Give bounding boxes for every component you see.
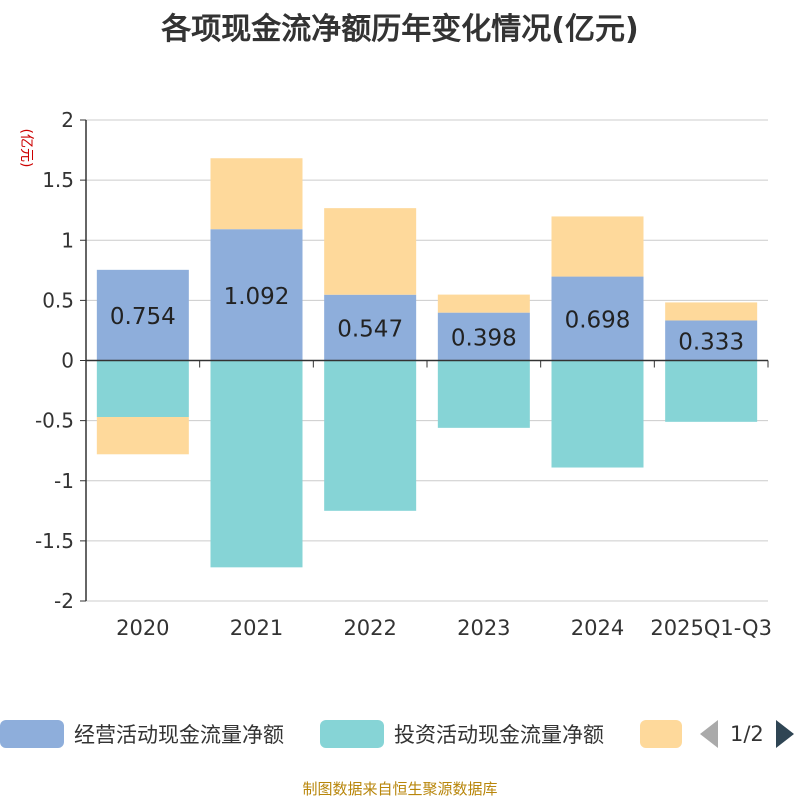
y-tick-label: 0.5: [42, 288, 74, 312]
legend-label-operating: 经营活动现金流量净额: [74, 723, 284, 747]
bar-financing-2024[interactable]: [551, 216, 644, 277]
y-tick-label: 2: [61, 108, 74, 132]
y-axis-unit-label: (亿元): [18, 129, 34, 168]
x-tick-label: 2024: [571, 616, 624, 640]
y-tick-label: 1.5: [42, 168, 74, 192]
chart-title: 各项现金流净额历年变化情况(亿元): [161, 12, 639, 47]
data-labels: 0.754 1.092 0.547 0.398 0.698 0.333: [110, 284, 744, 356]
y-tick-label: -1.5: [35, 529, 74, 553]
legend-item-investing[interactable]: 投资活动现金流量净额: [320, 716, 604, 752]
x-tick-label: 2022: [343, 616, 396, 640]
gridlines: [86, 119, 768, 602]
bar-investing-2021[interactable]: [210, 360, 303, 568]
legend-swatch-financing: [640, 720, 682, 748]
legend: 经营活动现金流量净额 投资活动现金流量净额 1/2: [0, 716, 800, 756]
bar-investing-2024[interactable]: [551, 360, 644, 468]
source-note: 制图数据来自恒生聚源数据库: [302, 780, 498, 798]
legend-item-operating[interactable]: 经营活动现金流量净额: [0, 716, 284, 752]
data-label-2023: 0.398: [451, 326, 517, 352]
legend-pager: 1/2: [700, 716, 794, 752]
data-label-2021: 1.092: [224, 284, 290, 310]
x-tick-label: 2020: [116, 616, 169, 640]
bar-operating-2022[interactable]: [324, 294, 417, 361]
bar-investing-2022[interactable]: [324, 360, 417, 511]
legend-item-financing[interactable]: [640, 716, 692, 752]
bar-operating-2025Q1-Q3[interactable]: [665, 320, 758, 361]
bar-operating-2023[interactable]: [437, 312, 530, 361]
axes: 2 1.5 1 0.5 0 -0.5 -1 -1.5 -2 2020 2021 2022 2023 202…: [35, 108, 772, 640]
bar-investing-2020[interactable]: [96, 360, 189, 418]
bar-financing-2022[interactable]: [324, 208, 417, 295]
bar-operating-2024[interactable]: [551, 276, 644, 361]
bars: [96, 158, 758, 568]
triangle-left-icon[interactable]: [700, 720, 718, 748]
y-tick-label: 1: [61, 228, 74, 252]
bar-investing-2023[interactable]: [437, 360, 530, 428]
legend-page-indicator: 1/2: [730, 722, 764, 746]
legend-swatch-operating: [0, 720, 64, 748]
bar-operating-2021[interactable]: [210, 229, 303, 361]
y-tick-label: 0: [61, 349, 74, 373]
x-tick-label: 2021: [230, 616, 283, 640]
data-label-2024: 0.698: [565, 308, 631, 334]
y-tick-label: -0.5: [35, 409, 74, 433]
bar-financing-2023[interactable]: [437, 294, 530, 313]
data-label-2020: 0.754: [110, 304, 176, 330]
bar-financing-2025Q1-Q3[interactable]: [665, 302, 758, 321]
x-tick-label: 2023: [457, 616, 510, 640]
x-tick-label: 2025Q1-Q3: [650, 616, 772, 640]
bar-investing-2025Q1-Q3[interactable]: [665, 360, 758, 422]
bar-operating-2020[interactable]: [96, 269, 189, 361]
data-label-2022: 0.547: [337, 317, 403, 343]
legend-swatch-investing: [320, 720, 384, 748]
bar-financing-2021[interactable]: [210, 158, 303, 230]
y-tick-label: -1: [54, 469, 74, 493]
chart-svg: 2 1.5 1 0.5 0 -0.5 -1 -1.5 -2 2020 2021 2022 2023 202…: [18, 108, 772, 640]
triangle-right-icon[interactable]: [775, 720, 794, 748]
legend-label-investing: 投资活动现金流量净额: [394, 723, 604, 747]
data-label-2025Q1-Q3: 0.333: [678, 329, 744, 355]
bar-financing-2020[interactable]: [96, 417, 189, 455]
y-tick-label: -2: [54, 589, 74, 613]
